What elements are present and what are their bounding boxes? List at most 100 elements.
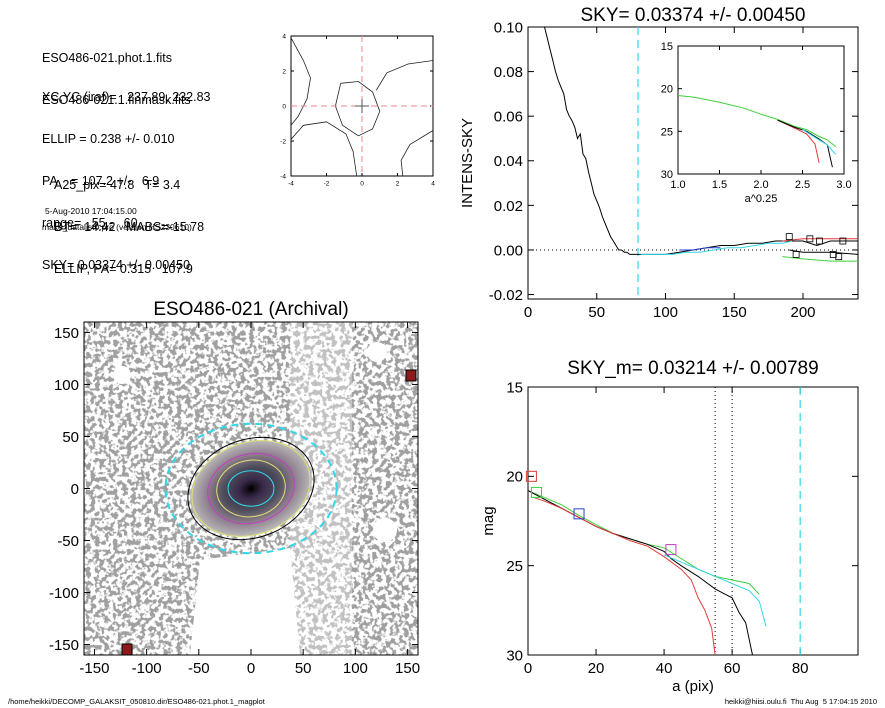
- image-y-tick-label: 0: [71, 481, 79, 498]
- sky-profile-frame: [527, 26, 859, 300]
- mag-profile-x-tick-label: 20: [588, 660, 605, 677]
- sky-profile-x-tick-label: 100: [653, 304, 678, 321]
- sky-point: [835, 253, 843, 261]
- centre-line: XC,YC (iraf)= 237.89, 232.83: [42, 90, 211, 104]
- masked-star: [113, 366, 131, 384]
- inset-x-tick-label: 3.0: [836, 179, 851, 191]
- image-x-tick-label: -50: [188, 660, 210, 677]
- pa-line: PA = 107.2 +/- 6.9: [42, 174, 160, 188]
- image-field: 0: [84, 322, 418, 655]
- sky-series-line: [789, 249, 858, 255]
- ellip-line: ELLIP = 0.238 +/- 0.010: [42, 132, 175, 146]
- inset-series-line: [777, 119, 833, 168]
- sky-point: [839, 237, 847, 245]
- sky-series-line: [679, 247, 721, 251]
- centre-contour-x-tick-label: 0: [360, 181, 364, 188]
- image-y-tick-label: 150: [54, 325, 79, 342]
- image-y-tick-label: 50: [62, 429, 79, 446]
- inset-series-line: [802, 129, 837, 155]
- centre-label: 0: [249, 485, 254, 494]
- mag-series-line: [534, 497, 716, 656]
- image-y-tick-label: -50: [57, 533, 79, 550]
- inset-x-tick-label: 2.0: [753, 179, 768, 191]
- image-title: ESO486-021 (Archival): [153, 299, 348, 320]
- contour-line: [334, 81, 381, 137]
- isophote-ellipse: [227, 470, 275, 507]
- contour-line: [290, 37, 311, 126]
- mask-file-name: ESO486-021.1.finmask.fits: [42, 93, 191, 107]
- inset-x-tick-label: 1.5: [712, 179, 727, 191]
- centre-contour-axes: -4 -2 0 2 4 -4 -2 0 2 4: [280, 33, 435, 187]
- fits-file-list: ESO486-021.phot.1.fits ESO486-021.1.finm…: [42, 23, 191, 135]
- image-axes: -150 -100 -50 0 50 100 150 -150 -100 -50 0 50 100 150: [49, 321, 420, 677]
- isophote-ellipse: [164, 422, 338, 555]
- inset-xlabel: a^0.25: [745, 193, 778, 205]
- mag-profile-x-tick-label: 0: [524, 660, 532, 677]
- sky-profile-x-tick-label: 200: [790, 304, 815, 321]
- centre-contour-y-tick-label: -4: [280, 173, 286, 180]
- sky-profile-x-tick-label: 0: [524, 304, 532, 321]
- image-x-tick-label: 0: [247, 660, 255, 677]
- centre-contour-y-tick-label: 0: [282, 103, 286, 110]
- a25-line: A25_pix= 47.8 T= 3.4: [54, 178, 181, 192]
- photometry-results: A25_pix= 47.8 T= 3.4 BT= 14.42 MABS=-15.…: [54, 150, 204, 304]
- mag-profile-y-tick-label: 15: [506, 379, 523, 396]
- isophote-ellipse: [216, 459, 286, 518]
- mag-profile-x-tick-label: 80: [792, 660, 809, 677]
- sky-profile-x-tick-label: 150: [722, 304, 747, 321]
- contour-line: [400, 130, 434, 177]
- footer-host-date: heikki@hiisi.oulu.fi Thu Aug 5 17:04:15 …: [724, 697, 877, 706]
- masked-star: [373, 518, 397, 542]
- mag-profile-y-tick-label: 20: [506, 469, 523, 486]
- sky-point: [829, 251, 837, 258]
- mag-profile-y-tick-label: 30: [506, 647, 523, 664]
- image-x-tick-label: 50: [295, 660, 312, 677]
- run-date: 5-Aug-2010 17:04:15.00: [45, 206, 137, 216]
- fit-parameters: XC,YC (iraf)= 237.89, 232.83 ELLIP = 0.2…: [42, 62, 211, 300]
- sky-profile-y-tick-label: 0.08: [494, 64, 523, 81]
- image-x-tick-label: 150: [395, 660, 420, 677]
- footer-file-path: /home/heikki/DECOMP_GALAKSIT_050810.dir/…: [8, 697, 265, 706]
- sky-profile-y-tick-label: 0.00: [494, 242, 523, 259]
- centre-contour-y-tick-label: -2: [280, 138, 286, 145]
- masked-region: [190, 548, 300, 655]
- masked-star: [367, 342, 387, 362]
- sky-series-line: [544, 27, 858, 255]
- marked-star-box: [405, 369, 417, 382]
- inset-y-tick-label: 25: [661, 126, 673, 138]
- centre-contour-x-tick-label: 4: [431, 181, 435, 188]
- sky-point: [792, 251, 800, 258]
- marked-star-box: [121, 643, 133, 656]
- sky-point: [806, 235, 814, 243]
- sky-line: SKY= 0.03374 +/- 0.00450: [42, 258, 191, 272]
- sky-profile-y-tick-label: 0.04: [494, 153, 523, 170]
- sky-point: [816, 237, 823, 245]
- isophote-ellipse: [187, 436, 315, 541]
- sky-profile-title: SKY= 0.03374 +/- 0.00450: [580, 5, 805, 26]
- mag-series-line: [527, 490, 760, 595]
- centre-contour-x-tick-label: -4: [288, 181, 294, 188]
- mag-profile-ylabel: mag: [480, 506, 497, 535]
- mag-profile-x-tick-label: 60: [724, 660, 741, 677]
- sky-series-line: [640, 240, 793, 255]
- sky-profile-y-tick-label: 0.10: [494, 19, 523, 36]
- range-line: range= 55.- 60.: [42, 216, 142, 230]
- mag-marker: [665, 544, 677, 556]
- sky-profile-y-tick-label: -0.02: [489, 287, 523, 304]
- inset-y-tick-label: 15: [661, 41, 673, 53]
- sky-profile-ylabel: INTENS-SKY: [459, 118, 476, 208]
- mag-profile-frame: [527, 386, 859, 656]
- sky-profile-y-tick-label: 0.02: [494, 198, 523, 215]
- image-x-tick-label: -100: [132, 660, 162, 677]
- mag-profile-xlabel: a (pix): [672, 678, 714, 695]
- centre-contour-x-tick-label: 2: [396, 181, 400, 188]
- isophote-ellipse: [207, 452, 295, 525]
- image-x-tick-label: 100: [343, 660, 368, 677]
- image-y-tick-label: -150: [49, 637, 79, 654]
- isophote-ellipse: [191, 440, 311, 537]
- bt-line: BT= 14.42 MABS=-15.78: [54, 220, 205, 234]
- centre-contour-y-tick-label: 4: [282, 33, 286, 40]
- program-version: make_datalist0.pro (version HS230610): [42, 222, 192, 232]
